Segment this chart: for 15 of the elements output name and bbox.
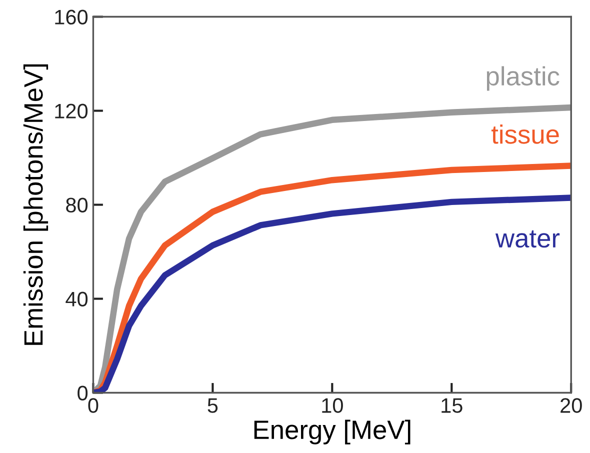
x-axis-title: Energy [MeV] <box>254 420 410 444</box>
x-tick-label: 0 <box>88 398 98 413</box>
y-tick-label: 0 <box>78 386 88 401</box>
series-label: water <box>495 230 560 248</box>
y-tick-label: 160 <box>55 10 88 25</box>
x-tick-label: 15 <box>442 398 462 413</box>
x-tick-label: 5 <box>208 398 218 413</box>
series-label: plastic <box>486 66 560 91</box>
y-tick-label: 80 <box>66 198 88 213</box>
series-label: tissue <box>491 124 559 144</box>
y-tick-label: 120 <box>55 104 88 119</box>
x-tick-label: 10 <box>322 398 343 413</box>
y-axis-title: Emission [photons/MeV] <box>23 64 48 345</box>
x-tick-label: 20 <box>560 398 582 413</box>
y-tick-label: 40 <box>66 292 88 307</box>
